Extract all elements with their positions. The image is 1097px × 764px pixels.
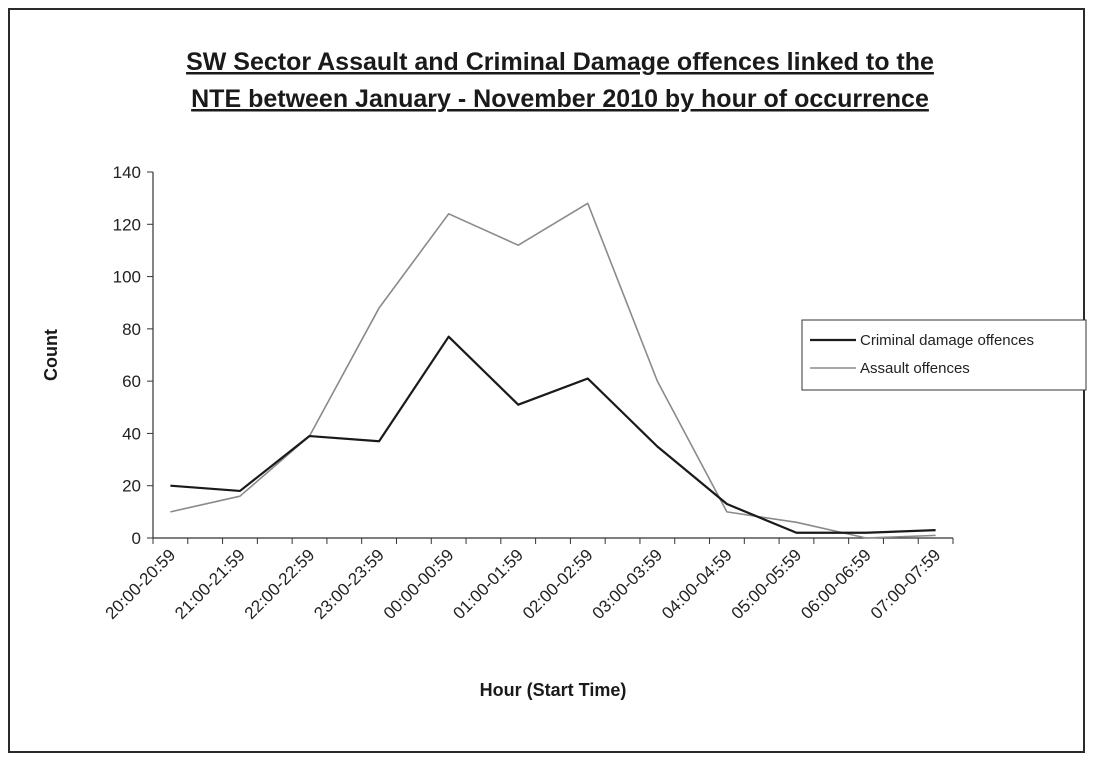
y-tick-label: 40 (122, 424, 141, 443)
axes (152, 172, 953, 539)
x-tick-label: 07:00-07:59 (867, 545, 945, 623)
chart-title-line-2: NTE between January - November 2010 by h… (191, 85, 929, 113)
y-tick-label: 60 (122, 372, 141, 391)
y-axis-title: Count (41, 329, 61, 381)
x-tick-label: 23:00-23:59 (310, 545, 388, 623)
x-axis-title: Hour (Start Time) (480, 680, 627, 700)
series-lines (170, 202, 936, 539)
legend-label: Assault offences (860, 360, 970, 377)
x-tick-label: 02:00-02:59 (519, 545, 597, 623)
y-tick-label: 20 (122, 477, 141, 496)
legend-label: Criminal damage offences (860, 332, 1034, 349)
y-tick-label: 0 (132, 529, 141, 548)
x-tick-label: 06:00-06:59 (797, 545, 875, 623)
x-tick-label: 03:00-03:59 (589, 545, 667, 623)
chart-title: SW Sector Assault and Criminal Damage of… (186, 48, 934, 113)
x-tick-label: 05:00-05:59 (728, 545, 806, 623)
x-tick-label: 22:00-22:59 (241, 545, 319, 623)
y-axis-ticks: 0 20 40 60 80 100 120 140 (113, 163, 153, 548)
series-line-criminal-damage (170, 335, 936, 534)
x-tick-label: 04:00-04:59 (658, 545, 736, 623)
x-tick-label: 20:00-20:59 (102, 545, 180, 623)
x-tick-label: 21:00-21:59 (171, 545, 249, 623)
y-tick-label: 140 (113, 163, 141, 182)
legend: Criminal damage offences Assault offences (801, 319, 1087, 391)
y-tick-label: 100 (113, 268, 141, 287)
x-tick-label: 01:00-01:59 (449, 545, 527, 623)
legend-box (801, 319, 1087, 391)
y-tick-label: 120 (113, 215, 141, 234)
x-tick-label: 00:00-00:59 (380, 545, 458, 623)
x-axis-ticks: 20:00-20:5921:00-21:5922:00-22:5923:00-2… (102, 538, 954, 623)
y-tick-label: 80 (122, 320, 141, 339)
chart-title-line-1: SW Sector Assault and Criminal Damage of… (186, 48, 934, 76)
